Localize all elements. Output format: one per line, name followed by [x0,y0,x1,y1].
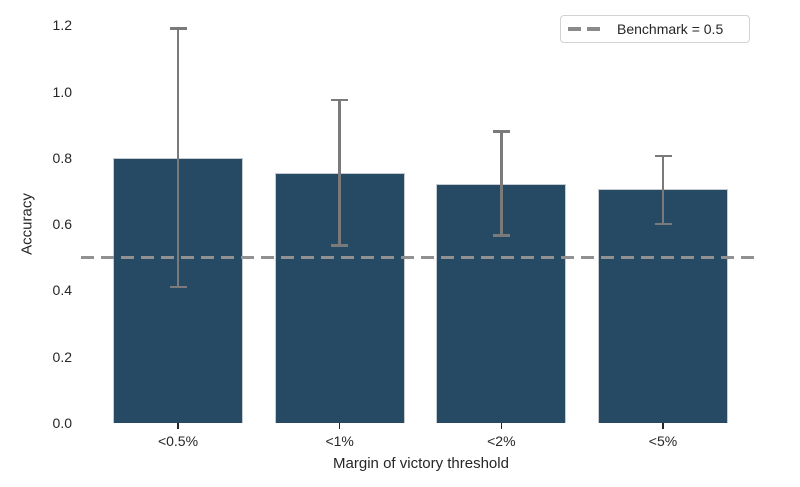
x-tick-mark [338,423,341,429]
legend-label: Benchmark = 0.5 [617,21,724,37]
y-tick-label: 1.2 [52,17,72,34]
y-tick-label: 0.0 [52,415,72,431]
x-tick-mark [662,423,664,429]
error-bar-cap-top [492,130,510,133]
error-bar-cap-bottom [169,285,187,289]
error-bar-line [338,99,341,246]
x-tick-mark [177,423,179,429]
error-bar-line [500,131,503,236]
error-bar-cap-top [654,154,672,158]
y-tick-label: 1.0 [52,83,72,100]
y-tick-label: 0.2 [52,348,72,365]
benchmark-dashed-line-swatch [568,27,600,31]
y-tick-label: 0.6 [52,216,72,233]
y-tick-label: 0.4 [52,282,72,299]
bar [598,189,728,423]
error-bar-cap-bottom [331,244,349,247]
error-bar-cap-top [169,27,187,30]
x-tick-label: <1% [325,433,354,449]
error-bar-cap-bottom [654,222,672,226]
error-bar-cap-bottom [492,234,510,237]
error-bar-line [176,28,180,288]
x-tick-label: <0.5% [157,433,199,449]
x-tick-mark [500,423,503,429]
x-axis-label: Margin of victory threshold [333,455,509,472]
error-bar-line [661,156,665,225]
y-tick-label: 0.8 [52,149,72,166]
x-tick-label: <5% [648,433,678,449]
legend: Benchmark = 0.5 [560,15,750,43]
error-bar-cap-top [331,98,349,102]
benchmark-line [81,255,760,259]
x-tick-label: <2% [487,433,516,449]
